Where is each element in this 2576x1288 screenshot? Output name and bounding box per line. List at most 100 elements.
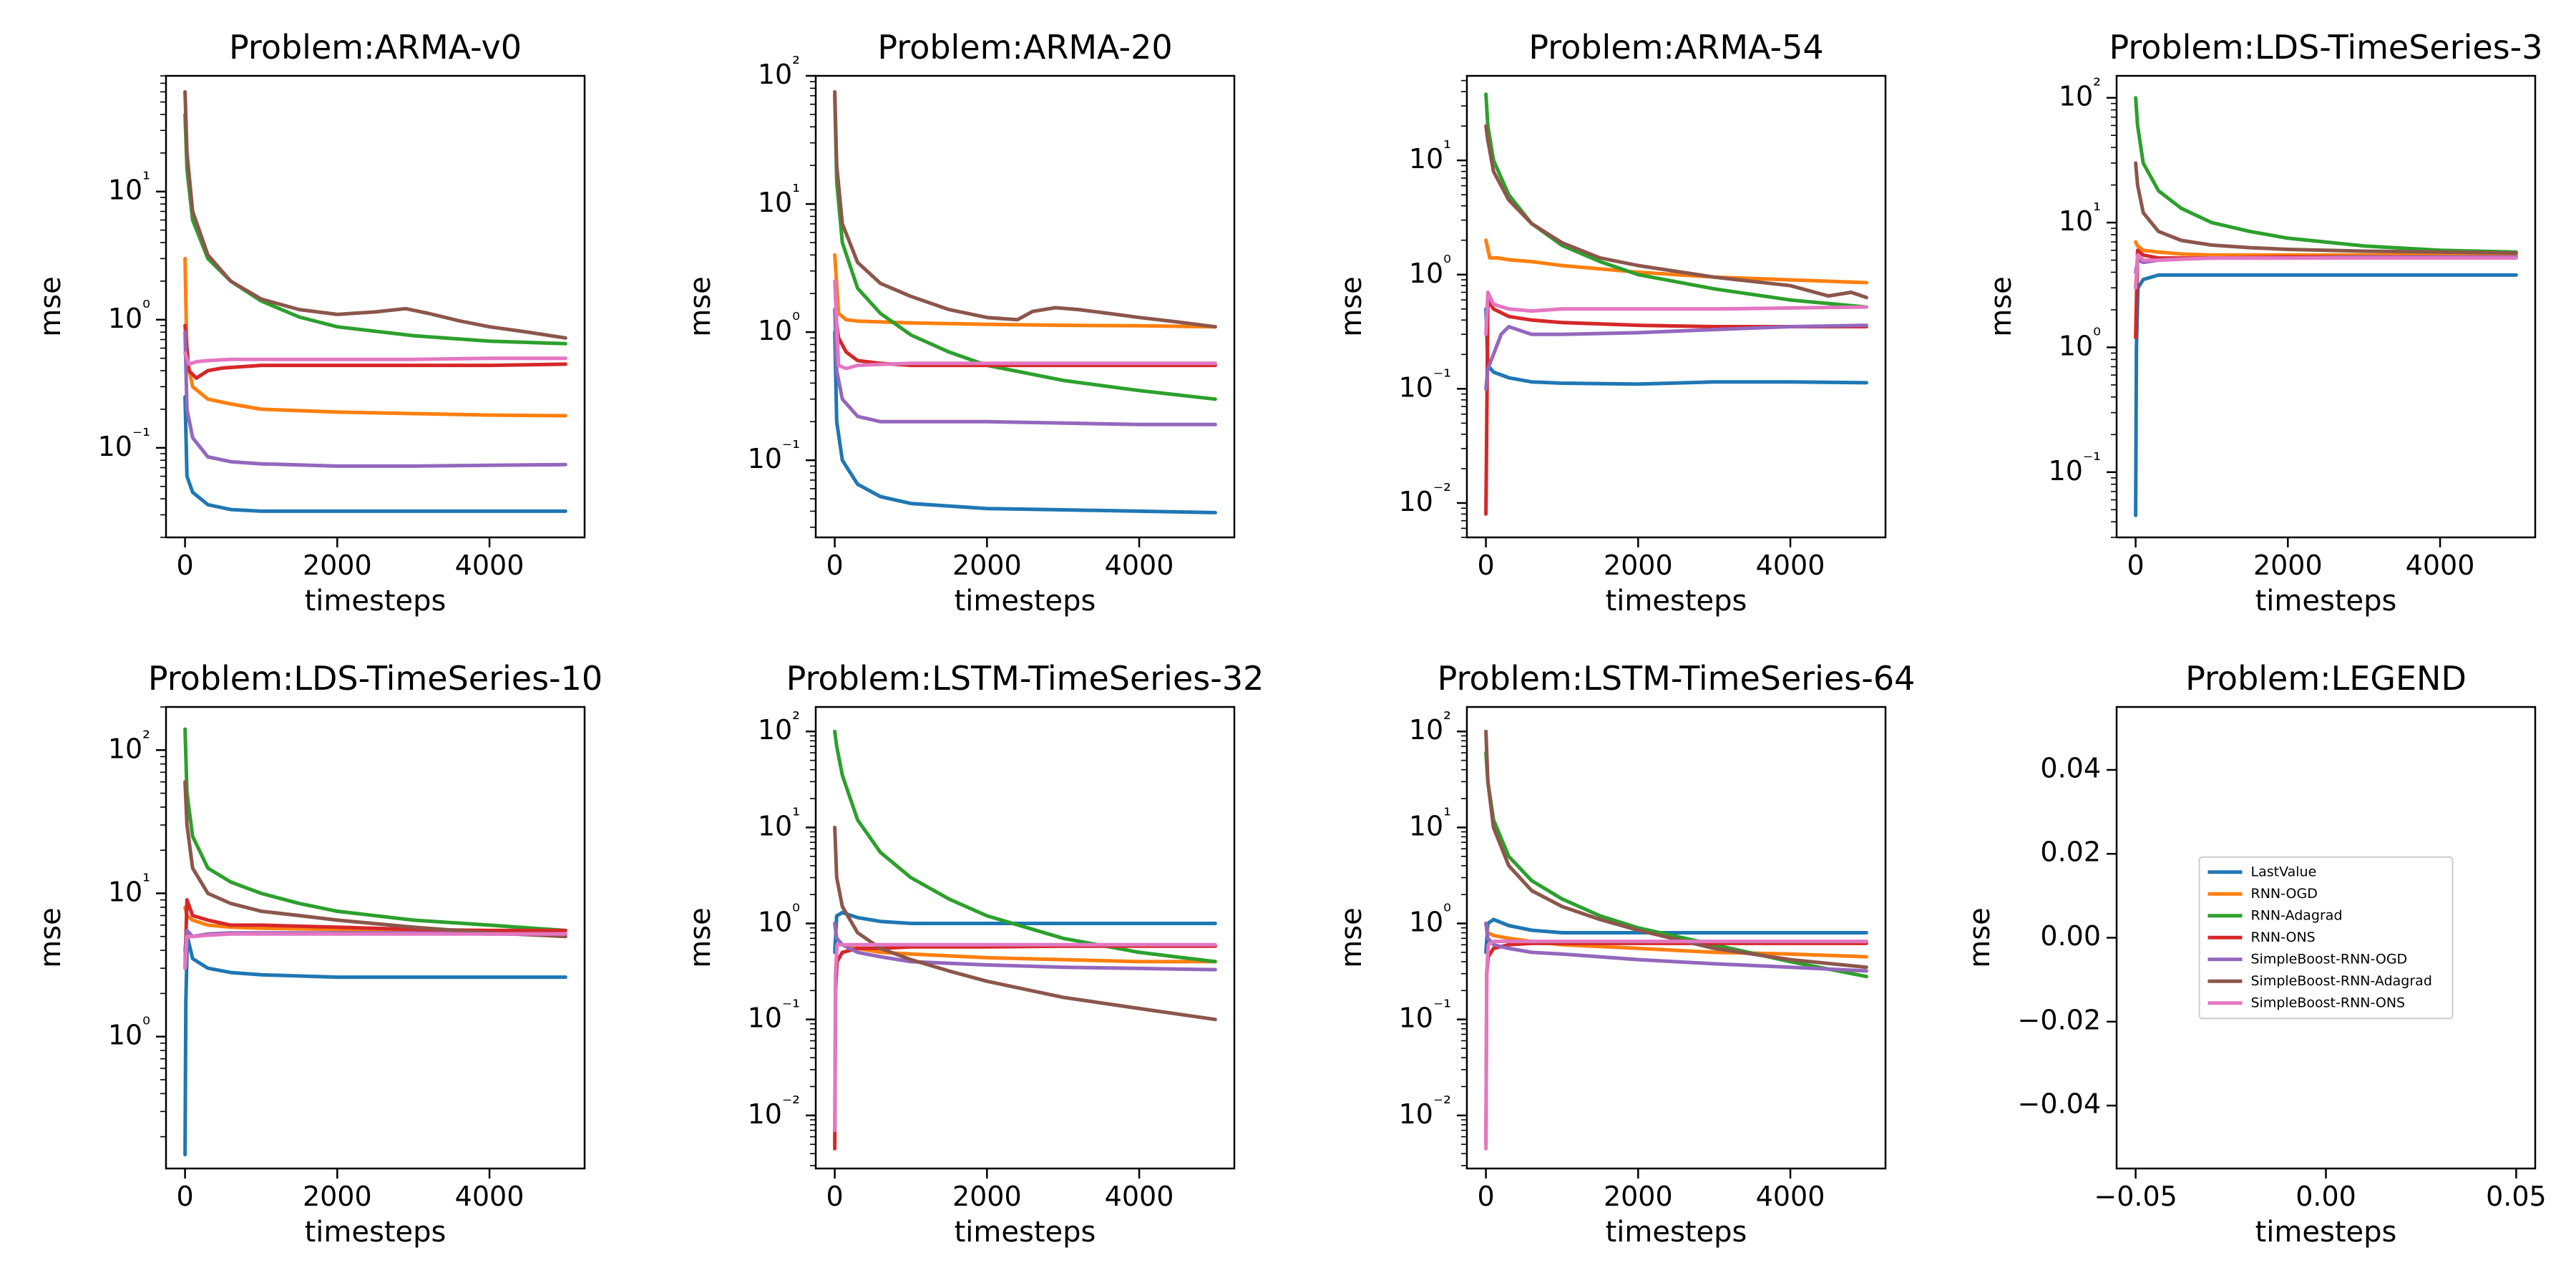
- y-tick-label: 10⁰: [2059, 324, 2101, 361]
- x-tick-label: 4000: [1756, 1181, 1825, 1212]
- y-tick-label: 10⁰: [1409, 900, 1451, 937]
- series-line-simpleboost-rnn-ogd: [1484, 323, 1868, 391]
- series-line-simpleboost-rnn-ons: [1484, 940, 1868, 1151]
- series-line-rnn-adagrad: [183, 112, 567, 346]
- x-axis-label: timesteps: [305, 1216, 447, 1249]
- x-tick-label: 0: [826, 550, 843, 581]
- x-tick-label: 0: [1477, 1181, 1494, 1212]
- axes-frame: [1465, 706, 1887, 1170]
- legend-label: SimpleBoost-RNN-ONS: [2251, 995, 2406, 1010]
- subplot-3: 10⁻² 10⁻¹ 10⁰ 10¹ 0 2000 4000 Problem:ARMA-54 ti…: [1335, 28, 1887, 618]
- x-tick-label: 2000: [952, 550, 1022, 581]
- series-line-lastvalue: [1484, 307, 1868, 386]
- legend-label: RNN-Adagrad: [2251, 907, 2343, 923]
- series-line-lastvalue: [833, 330, 1217, 514]
- y-tick-label: 10⁻¹: [2049, 449, 2101, 486]
- series-line-rnn-ogd: [2134, 240, 2518, 257]
- y-tick-label: 0.04: [2040, 752, 2101, 784]
- series-line-simpleboost-rnn-ons: [2134, 253, 2518, 290]
- series-line-lastvalue: [183, 395, 567, 513]
- subplot-7: 10⁻² 10⁻¹ 10⁰ 10¹ 10² 0 2000 4000 Problem:LSTM-T…: [1335, 659, 1915, 1249]
- series-line-simpleboost-rnn-adagrad: [2134, 161, 2518, 255]
- series-line-rnn-adagrad: [183, 727, 567, 932]
- series-line-simpleboost-rnn-ogd: [183, 330, 567, 468]
- series-line-simpleboost-rnn-ons: [183, 351, 567, 366]
- y-axis-label: mse: [684, 907, 717, 967]
- subplot-1: 10⁻¹ 10⁰ 10¹ 0 2000 4000 Problem:ARMA-v0 timest…: [34, 28, 586, 618]
- series-line-rnn-adagrad: [2134, 96, 2518, 254]
- series-line-simpleboost-rnn-adagrad: [1484, 729, 1868, 970]
- y-tick-label: 10¹: [1409, 804, 1451, 841]
- y-tick-label: 10²: [108, 727, 150, 764]
- series-line-simpleboost-rnn-adagrad: [183, 780, 567, 939]
- y-tick-label: 10²: [758, 708, 800, 746]
- series-line-lastvalue: [1484, 917, 1868, 955]
- series-line-rnn-ogd: [1484, 238, 1868, 285]
- series-line-rnn-ons: [2134, 248, 2518, 340]
- series-group: [183, 89, 567, 513]
- x-axis-label: timesteps: [305, 585, 447, 618]
- subplot-title: Problem:LDS-TimeSeries-10: [148, 659, 602, 698]
- series-line-rnn-adagrad: [833, 729, 1217, 964]
- x-axis-label: timesteps: [955, 1216, 1096, 1249]
- x-axis-label: timesteps: [955, 585, 1096, 618]
- x-axis-label: timesteps: [2255, 585, 2397, 618]
- y-tick-label: 10⁰: [108, 296, 150, 333]
- x-tick-label: 4000: [1105, 550, 1174, 581]
- y-tick-label: 10⁰: [108, 1013, 150, 1050]
- axes-frame: [2115, 74, 2537, 539]
- x-tick-label: 4000: [455, 550, 525, 581]
- y-tick-label: 10⁻²: [748, 1092, 800, 1129]
- subplot-title: Problem:ARMA-20: [877, 28, 1172, 67]
- x-tick-label: 4000: [2406, 550, 2475, 581]
- y-tick-label: 10¹: [108, 168, 150, 205]
- series-group: [833, 729, 1217, 1151]
- y-tick-label: 10¹: [758, 181, 800, 218]
- y-tick-label: 10⁻¹: [1399, 366, 1451, 403]
- y-tick-label: 10⁻²: [1399, 1092, 1451, 1129]
- y-axis-label: mse: [1985, 276, 2018, 336]
- legend-label: RNN-OGD: [2251, 886, 2318, 902]
- x-tick-label: 0: [826, 1181, 843, 1212]
- legend-label: SimpleBoost-RNN-Adagrad: [2251, 973, 2432, 989]
- x-tick-label: 2000: [303, 550, 372, 581]
- axes-frame: [165, 74, 586, 539]
- x-tick-label: 4000: [455, 1181, 525, 1212]
- x-tick-label: 0: [1477, 550, 1494, 581]
- series-line-rnn-ons: [183, 323, 567, 380]
- y-tick-label: 10⁰: [1409, 251, 1451, 288]
- series-line-simpleboost-rnn-ons: [833, 942, 1217, 1133]
- x-tick-label: 0.00: [2296, 1181, 2356, 1212]
- y-tick-label: 10²: [758, 53, 800, 90]
- y-axis-label: mse: [34, 907, 67, 967]
- x-tick-label: 4000: [1105, 1181, 1174, 1212]
- subplot-title: Problem:LSTM-TimeSeries-64: [1438, 659, 1916, 698]
- y-axis-label: mse: [1963, 907, 1996, 967]
- y-tick-label: 10⁰: [758, 309, 800, 346]
- series-line-simpleboost-rnn-ons: [183, 932, 567, 970]
- subplot-title: Problem:LSTM-TimeSeries-32: [786, 659, 1264, 698]
- series-line-rnn-ons: [1484, 941, 1868, 1146]
- subplot-title: Problem:LDS-TimeSeries-3: [2109, 28, 2542, 67]
- series-line-simpleboost-rnn-adagrad: [833, 825, 1217, 1022]
- y-tick-label: 10⁻¹: [1399, 996, 1451, 1033]
- legend-label: LastValue: [2251, 864, 2317, 879]
- subplot-5: 10⁰ 10¹ 10² 0 2000 4000 Problem:LDS-TimeSeries…: [34, 659, 602, 1249]
- series-line-rnn-ons: [833, 944, 1217, 1151]
- x-tick-label: 0.05: [2486, 1181, 2547, 1212]
- y-tick-label: −0.02: [2018, 1004, 2101, 1035]
- y-tick-label: −0.04: [2018, 1088, 2101, 1120]
- x-tick-label: 2000: [2253, 550, 2323, 581]
- x-tick-label: 0: [2127, 550, 2144, 581]
- y-tick-label: 10²: [1409, 708, 1451, 746]
- series-group: [1484, 92, 1868, 516]
- legend: LastValue RNN-OGD RNN-Adagrad RNN-ONS Simple…: [2198, 856, 2454, 1020]
- series-line-lastvalue: [2134, 273, 2518, 517]
- series-line-simpleboost-rnn-ons: [833, 279, 1217, 371]
- series-line-simpleboost-rnn-ogd: [833, 922, 1217, 972]
- axes-frame: [2115, 706, 2537, 1170]
- y-tick-label: 0.00: [2040, 920, 2101, 952]
- series-line-simpleboost-rnn-ons: [1484, 291, 1868, 336]
- series-line-rnn-adagrad: [1484, 92, 1868, 309]
